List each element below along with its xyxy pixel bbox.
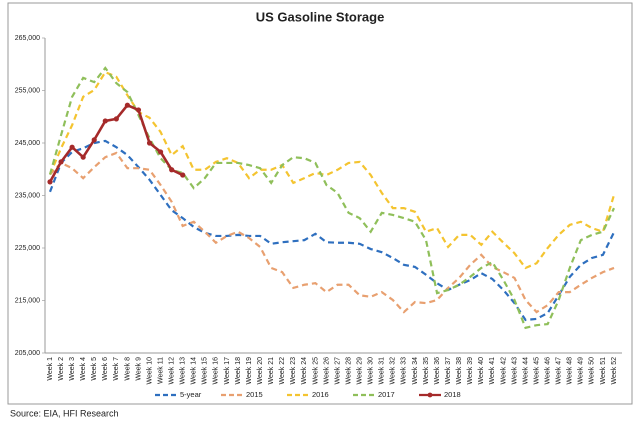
x-tick-label: Week 33 (401, 357, 408, 385)
x-tick-label: Week 49 (578, 357, 585, 385)
x-tick-label: Week 51 (600, 357, 607, 385)
chart-frame (7, 2, 633, 405)
point (124, 102, 131, 108)
point (169, 167, 175, 173)
x-tick-label: Week 52 (611, 357, 618, 385)
x-tick-label: Week 23 (290, 357, 297, 385)
x-tick-label: Week 30 (368, 357, 375, 385)
source-note: Source: EIA, HFI Research (10, 408, 119, 418)
x-tick-label: Week 20 (257, 357, 264, 385)
x-tick-label: Week 7 (113, 357, 120, 381)
x-tick-label: Week 40 (478, 357, 485, 385)
legend-label: 5-year (180, 390, 202, 399)
x-tick-label: Week 10 (146, 357, 153, 385)
x-tick-label: Week 42 (500, 357, 507, 385)
x-tick-label: Week 8 (124, 357, 131, 381)
x-tick-label: Week 31 (379, 357, 386, 385)
y-tick-label: 255,000 (15, 87, 40, 94)
x-tick-label: Week 38 (456, 357, 463, 385)
x-tick-label: Week 1 (47, 357, 54, 381)
x-tick-label: Week 45 (533, 357, 540, 385)
x-tick-label: Week 35 (423, 357, 430, 385)
y-tick-label: 245,000 (15, 140, 40, 147)
legend-label: 2016 (312, 390, 329, 399)
x-tick-label: Week 22 (279, 357, 286, 385)
series-line (48, 70, 616, 270)
point (47, 179, 53, 185)
x-tick-label: Week 6 (102, 357, 109, 381)
point (102, 118, 108, 124)
point (113, 116, 119, 122)
point (146, 140, 153, 146)
x-tick-label: Week 4 (80, 357, 87, 381)
y-tick-label: 205,000 (15, 350, 40, 357)
point (80, 154, 86, 160)
x-tick-label: Week 46 (544, 357, 551, 385)
legend-marker (427, 392, 433, 398)
x-tick-label: Week 26 (323, 357, 330, 385)
x-tick-label: Week 5 (91, 357, 98, 381)
x-tick-label: Week 47 (556, 357, 563, 385)
x-tick-label: Week 9 (135, 357, 142, 381)
x-tick-label: Week 3 (69, 357, 76, 381)
x-tick-label: Week 37 (445, 357, 452, 385)
x-tick-label: Week 19 (246, 357, 253, 385)
x-tick-label: Week 28 (345, 357, 352, 385)
x-tick-label: Week 24 (301, 357, 308, 385)
y-tick-label: 265,000 (15, 35, 40, 42)
series-line (49, 151, 615, 314)
x-tick-label: Week 44 (522, 357, 529, 385)
legend-label: 2018 (444, 390, 461, 399)
x-tick-label: Week 34 (412, 357, 419, 385)
x-tick-label: Week 11 (157, 357, 164, 384)
x-tick-label: Week 50 (589, 357, 596, 385)
x-tick-label: Week 48 (567, 357, 574, 385)
x-tick-label: Week 13 (180, 357, 187, 385)
x-tick-label: Week 36 (434, 357, 441, 385)
legend-label: 2017 (378, 390, 395, 399)
x-tick-label: Week 18 (235, 357, 242, 385)
y-tick-label: 235,000 (15, 192, 40, 199)
point (157, 149, 164, 155)
point (180, 172, 186, 178)
x-tick-label: Week 29 (356, 357, 363, 385)
point (58, 159, 64, 165)
x-tick-label: Week 2 (58, 357, 65, 381)
x-tick-label: Week 41 (489, 357, 496, 385)
chart-title: US Gasoline Storage (256, 9, 385, 24)
x-tick-label: Week 43 (511, 357, 518, 385)
x-tick-label: Week 25 (312, 357, 319, 385)
x-tick-label: Week 32 (390, 357, 397, 385)
y-tick-label: 215,000 (15, 297, 40, 304)
point (91, 137, 97, 143)
x-tick-label: Week 16 (213, 357, 220, 385)
x-tick-label: Week 14 (191, 357, 198, 385)
y-tick-label: 225,000 (15, 245, 40, 252)
x-tick-label: Week 17 (224, 357, 231, 385)
point (135, 107, 142, 113)
x-tick-label: Week 21 (268, 357, 275, 385)
x-tick-label: Week 12 (168, 357, 175, 385)
x-tick-label: Week 39 (467, 357, 474, 385)
legend-label: 2015 (246, 390, 263, 399)
x-tick-label: Week 15 (202, 357, 209, 385)
x-tick-label: Week 27 (334, 357, 341, 385)
point (69, 144, 75, 150)
